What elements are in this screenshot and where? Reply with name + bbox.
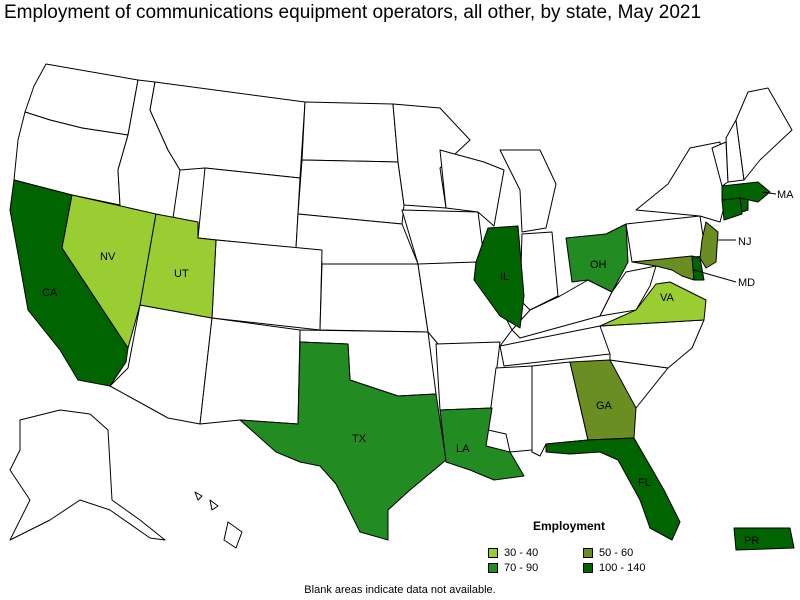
- state-mn[interactable]: [392, 103, 471, 209]
- state-in[interactable]: [519, 231, 559, 311]
- legend-title: Employment: [533, 519, 606, 533]
- state-tx[interactable]: [239, 341, 447, 541]
- label-ma: MA: [777, 189, 794, 201]
- legend-item-30-40: 30 - 40: [488, 547, 538, 559]
- label-va: VA: [660, 292, 675, 304]
- state-co[interactable]: [211, 239, 323, 331]
- state-pa[interactable]: [625, 215, 707, 263]
- legend-label-100-140: 100 - 140: [599, 562, 646, 574]
- legend-label-30-40: 30 - 40: [504, 547, 539, 559]
- state-wv[interactable]: [599, 265, 657, 317]
- state-ks[interactable]: [319, 263, 429, 333]
- legend-swatch-70-90: [488, 563, 498, 573]
- state-wi[interactable]: [439, 149, 505, 227]
- state-la[interactable]: [439, 407, 525, 481]
- state-ar[interactable]: [435, 341, 501, 411]
- callout-ma: [761, 191, 777, 195]
- label-ca: CA: [42, 287, 58, 299]
- state-nd[interactable]: [301, 101, 399, 163]
- state-pr[interactable]: [733, 527, 795, 551]
- label-tx: TX: [352, 433, 367, 445]
- state-ny[interactable]: [635, 141, 727, 223]
- state-il[interactable]: [473, 225, 525, 329]
- map-title: Employment of communications equipment o…: [4, 2, 702, 23]
- state-nm[interactable]: [199, 317, 301, 425]
- data-states: [9, 179, 795, 551]
- legend-swatch-100-140: [583, 563, 593, 573]
- state-nv[interactable]: [61, 194, 157, 349]
- label-pr: PR: [744, 535, 759, 547]
- state-ri[interactable]: [739, 197, 749, 213]
- legend-item-50-60: 50 - 60: [583, 547, 633, 559]
- state-ct[interactable]: [721, 197, 743, 221]
- state-ma[interactable]: [721, 181, 771, 203]
- state-oh[interactable]: [565, 223, 629, 293]
- blank-states: [9, 63, 793, 549]
- label-oh: OH: [590, 259, 607, 271]
- state-labels: CA NV UT TX LA IL OH GA FL VA NJ MD MA P…: [42, 189, 794, 547]
- footnote: Blank areas indicate data not available.: [304, 584, 496, 596]
- state-ut[interactable]: [139, 213, 217, 319]
- label-fl: FL: [638, 477, 651, 489]
- state-ak[interactable]: [9, 409, 166, 541]
- state-ga[interactable]: [569, 359, 637, 441]
- label-nv: NV: [100, 251, 116, 263]
- legend-swatch-30-40: [488, 548, 498, 558]
- state-nj[interactable]: [699, 221, 719, 269]
- label-ut: UT: [174, 268, 189, 280]
- callout-md: [693, 269, 737, 283]
- state-wy[interactable]: [197, 167, 301, 249]
- legend-label-50-60: 50 - 60: [599, 547, 634, 559]
- state-me[interactable]: [735, 87, 793, 181]
- state-fl[interactable]: [545, 437, 681, 541]
- state-de[interactable]: [691, 255, 705, 281]
- label-md: MD: [738, 277, 755, 289]
- state-mi[interactable]: [499, 149, 557, 233]
- legend-item-100-140: 100 - 140: [583, 562, 645, 574]
- label-il: IL: [500, 271, 509, 283]
- legend-swatch-50-60: [583, 548, 593, 558]
- state-sd[interactable]: [297, 159, 405, 225]
- state-nc[interactable]: [599, 319, 705, 369]
- legend-label-70-90: 70 - 90: [504, 562, 539, 574]
- label-nj: NJ: [738, 236, 751, 248]
- state-hi[interactable]: [194, 491, 243, 549]
- state-ms[interactable]: [487, 365, 533, 453]
- legend-item-70-90: 70 - 90: [488, 562, 538, 574]
- state-va[interactable]: [599, 281, 707, 327]
- label-la: LA: [456, 443, 470, 455]
- label-ga: GA: [596, 400, 613, 412]
